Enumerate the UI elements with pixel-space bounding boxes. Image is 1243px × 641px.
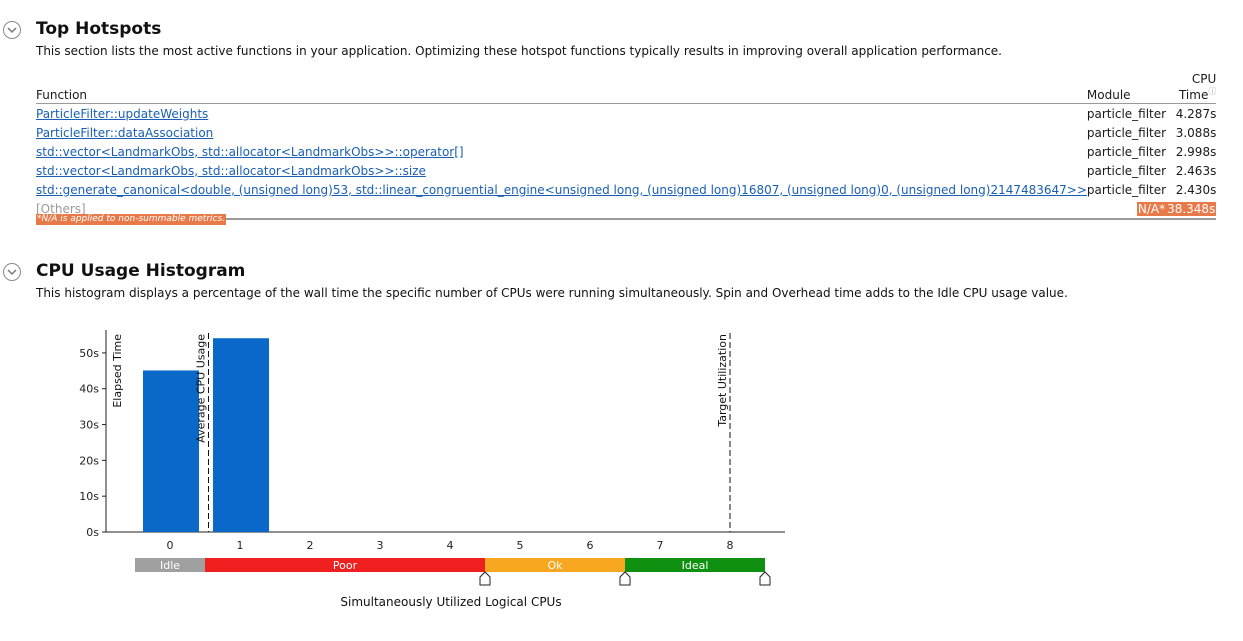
na-footnote: *N/A is applied to non-summable metrics. [36, 214, 227, 225]
function-link[interactable]: std::generate_canonical<double, (unsigne… [36, 182, 1087, 197]
bar-0[interactable] [143, 370, 199, 532]
function-cell: std::vector<LandmarkObs, std::allocator<… [36, 161, 1087, 180]
table-row: std::generate_canonical<double, (unsigne… [36, 180, 1216, 199]
cpu-time-label: CPU Time [1178, 72, 1217, 102]
top-hotspots-section: Top Hotspots This section lists the most… [0, 0, 1243, 240]
table-header-row: Function Module CPU Timeⓘ [36, 72, 1217, 104]
cpu-time-cell: 4.287s [1175, 106, 1217, 121]
band-poor [205, 558, 485, 572]
table-row: std::vector<LandmarkObs, std::allocator<… [36, 161, 1216, 180]
others-function: [Others] [36, 199, 1087, 220]
x-tick-label: 0 [167, 539, 174, 552]
x-tick-label: 2 [307, 539, 314, 552]
x-tick-label: 7 [657, 539, 664, 552]
function-link[interactable]: ParticleFilter::updateWeights [36, 106, 209, 121]
x-axis-label: Simultaneously Utilized Logical CPUs [340, 595, 561, 609]
band-label: Ideal [682, 559, 709, 572]
question-icon[interactable]: ⓘ [1208, 87, 1217, 96]
marker-label: Average CPU Usage [195, 334, 208, 443]
y-axis-label: Elapsed Time [111, 334, 124, 408]
column-header-function[interactable]: Function [36, 72, 1087, 104]
hotspots-title: Top Hotspots [36, 19, 162, 39]
y-tick-label: 10s [79, 490, 99, 503]
table-row: ParticleFilter::dataAssociation particle_… [36, 123, 1216, 142]
others-cpu-cell: 38.348s [1166, 199, 1217, 220]
threshold-handle[interactable] [479, 571, 491, 586]
y-tick-label: 50s [79, 347, 99, 360]
band-label: Ok [547, 559, 563, 572]
y-tick-label: 20s [79, 454, 99, 467]
function-cell: std::generate_canonical<double, (unsigne… [36, 180, 1087, 199]
function-cell: std::vector<LandmarkObs, std::allocator<… [36, 142, 1087, 161]
band-ok [485, 558, 625, 572]
chevron-down-icon [7, 27, 17, 34]
module-cell: particle_filter [1086, 163, 1167, 178]
hotspots-description: This section lists the most active funct… [36, 44, 1002, 58]
function-cell: ParticleFilter::dataAssociation [36, 123, 1087, 142]
module-cell: particle_filter [1086, 144, 1167, 159]
column-header-module[interactable]: Module [1086, 72, 1167, 104]
x-tick-label: 4 [447, 539, 454, 552]
others-module-cell: N/A* [1086, 199, 1167, 220]
x-tick-label: 6 [587, 539, 594, 552]
others-cpu-time: 38.348s [1166, 201, 1217, 216]
module-cell: particle_filter [1086, 106, 1167, 121]
cpu-time-cell: 3.088s [1175, 125, 1217, 140]
table-row: std::vector<LandmarkObs, std::allocator<… [36, 142, 1216, 161]
x-tick-label: 8 [727, 539, 734, 552]
cpu-time-cell: 2.430s [1175, 182, 1217, 197]
function-link[interactable]: std::vector<LandmarkObs, std::allocator<… [36, 163, 426, 178]
others-module-na: N/A* [1136, 201, 1167, 216]
table-row: ParticleFilter::updateWeights particle_fi… [36, 104, 1216, 124]
threshold-handle[interactable] [619, 571, 631, 586]
marker-label: Target Utilization [716, 334, 729, 428]
histogram-description: This histogram displays a percentage of … [36, 286, 1068, 300]
chevron-down-icon [7, 269, 17, 276]
column-header-cpu-time[interactable]: CPU Timeⓘ [1166, 72, 1217, 104]
band-ideal [625, 558, 765, 572]
y-tick-label: 30s [79, 419, 99, 432]
x-tick-label: 3 [377, 539, 384, 552]
collapse-hotspots-button[interactable] [3, 21, 21, 39]
y-tick-label: 0s [86, 526, 99, 539]
cpu-usage-histogram-chart: 0s 10s 20s 30s 40s 50s Elapsed Time 0 1 2 3 4 5 6 7 8 Av… [79, 330, 785, 609]
cpu-time-cell: 2.463s [1175, 163, 1217, 178]
histogram-title: CPU Usage Histogram [36, 261, 246, 281]
function-link[interactable]: ParticleFilter::dataAssociation [36, 125, 214, 140]
y-tick-label: 40s [79, 383, 99, 396]
x-tick-label: 5 [517, 539, 524, 552]
band-label: Poor [333, 559, 358, 572]
threshold-handle[interactable] [759, 571, 771, 586]
hotspots-table: Function Module CPU Timeⓘ ParticleFilter… [36, 72, 1217, 220]
band-idle [135, 558, 205, 572]
table-row-others: [Others] N/A* 38.348s [36, 199, 1217, 220]
band-label: Idle [160, 559, 180, 572]
collapse-histogram-button[interactable] [3, 263, 21, 281]
function-link[interactable]: std::vector<LandmarkObs, std::allocator<… [36, 144, 464, 159]
bar-1[interactable] [213, 338, 269, 532]
cpu-time-cell: 2.998s [1175, 144, 1217, 159]
x-tick-label: 1 [237, 539, 244, 552]
function-cell: ParticleFilter::updateWeights [36, 104, 1087, 124]
module-cell: particle_filter [1086, 125, 1167, 140]
module-cell: particle_filter [1086, 182, 1167, 197]
